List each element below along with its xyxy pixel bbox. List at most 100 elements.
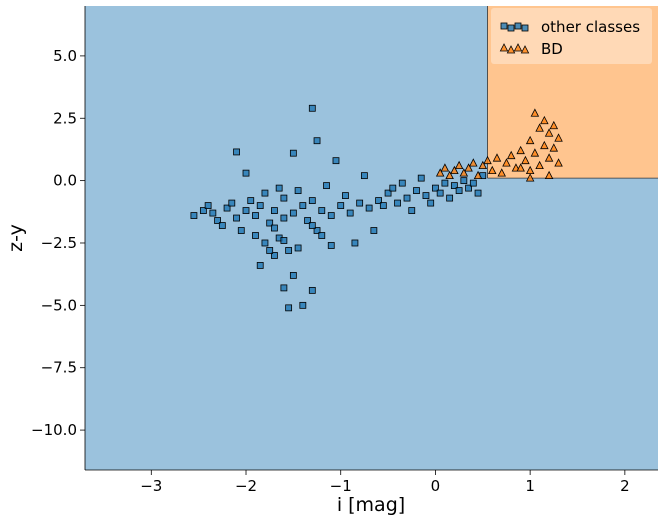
data-point xyxy=(190,212,198,219)
data-point xyxy=(464,163,473,172)
data-point xyxy=(469,179,477,187)
data-point xyxy=(199,207,207,214)
data-point xyxy=(459,168,469,177)
data-point xyxy=(356,199,364,207)
data-point xyxy=(403,194,411,202)
data-point xyxy=(549,120,559,130)
data-point xyxy=(313,137,321,145)
data-point xyxy=(271,224,278,232)
data-point xyxy=(521,155,530,165)
data-point xyxy=(398,179,406,187)
data-point xyxy=(502,158,511,167)
data-point xyxy=(506,150,516,160)
legend-label: other classes xyxy=(541,18,640,36)
plot-area xyxy=(85,6,658,470)
legend-marker-symbol xyxy=(513,43,523,52)
data-point xyxy=(280,237,288,244)
data-point xyxy=(289,209,297,217)
legend-marker-symbol xyxy=(507,24,515,32)
data-point xyxy=(318,207,326,214)
x-axis-label: i [mag] xyxy=(337,494,405,516)
data-point xyxy=(488,165,497,175)
data-point xyxy=(408,207,416,214)
data-point xyxy=(261,239,269,247)
legend-marker-0 xyxy=(500,22,529,32)
data-point xyxy=(413,187,420,195)
data-point xyxy=(436,189,444,197)
data-point xyxy=(252,232,259,239)
data-point xyxy=(280,194,288,202)
data-point xyxy=(389,184,397,192)
data-point xyxy=(285,247,293,254)
data-point xyxy=(454,160,464,170)
data-point xyxy=(285,304,293,312)
data-point xyxy=(427,199,435,207)
data-point xyxy=(360,172,368,180)
legend-marker-symbol xyxy=(506,45,516,54)
data-point xyxy=(554,133,563,142)
data-point xyxy=(308,104,316,112)
y-tick-label: 0.0 xyxy=(53,172,77,190)
data-point xyxy=(544,170,554,180)
data-point xyxy=(394,199,401,207)
data-point xyxy=(342,192,349,199)
data-point xyxy=(237,227,245,234)
legend-marker-1 xyxy=(499,43,530,54)
data-point xyxy=(535,160,544,170)
data-point xyxy=(252,212,259,219)
data-point xyxy=(435,168,445,177)
data-point xyxy=(256,202,264,209)
data-point xyxy=(530,148,540,157)
data-point xyxy=(242,169,250,177)
data-point xyxy=(440,163,450,172)
data-point xyxy=(308,222,316,229)
data-point xyxy=(455,187,463,195)
y-tick-label: −10.0 xyxy=(31,421,77,439)
data-point xyxy=(247,197,255,204)
data-point xyxy=(530,108,540,117)
data-point xyxy=(483,155,492,165)
data-point xyxy=(271,207,278,214)
data-point xyxy=(365,204,373,212)
data-point xyxy=(432,184,439,192)
data-point xyxy=(544,128,554,137)
data-point xyxy=(261,189,269,197)
legend: other classes BD xyxy=(491,8,652,64)
data-point xyxy=(544,153,554,162)
data-point xyxy=(209,209,217,217)
data-point xyxy=(492,153,502,162)
data-point xyxy=(280,214,288,222)
data-point xyxy=(351,239,359,247)
legend-marker-symbol xyxy=(521,24,529,32)
data-point xyxy=(525,135,535,145)
y-tick-label: 2.5 xyxy=(53,109,77,127)
y-axis-label: z-y xyxy=(5,224,27,252)
data-point xyxy=(478,160,488,170)
x-tick-label: −1 xyxy=(330,477,352,495)
data-point xyxy=(540,140,549,150)
data-point xyxy=(308,286,316,294)
data-point xyxy=(308,197,316,204)
data-point xyxy=(465,184,472,192)
data-point xyxy=(299,202,307,209)
data-point xyxy=(445,170,454,180)
data-point xyxy=(446,194,454,202)
data-point xyxy=(422,192,430,199)
data-point xyxy=(204,202,212,209)
data-point xyxy=(271,252,278,259)
y-tick-label: 5.0 xyxy=(53,47,77,65)
data-point xyxy=(242,207,250,214)
data-point xyxy=(294,244,302,252)
data-point xyxy=(469,158,478,167)
legend-marker-symbol xyxy=(500,22,508,30)
data-point xyxy=(256,262,264,269)
data-point xyxy=(379,202,387,209)
data-point xyxy=(516,145,525,155)
data-point xyxy=(497,168,506,177)
x-tick-label: 2 xyxy=(620,477,630,495)
data-point xyxy=(233,214,240,222)
data-point xyxy=(327,212,335,219)
data-point xyxy=(384,189,392,197)
data-point xyxy=(474,189,482,197)
